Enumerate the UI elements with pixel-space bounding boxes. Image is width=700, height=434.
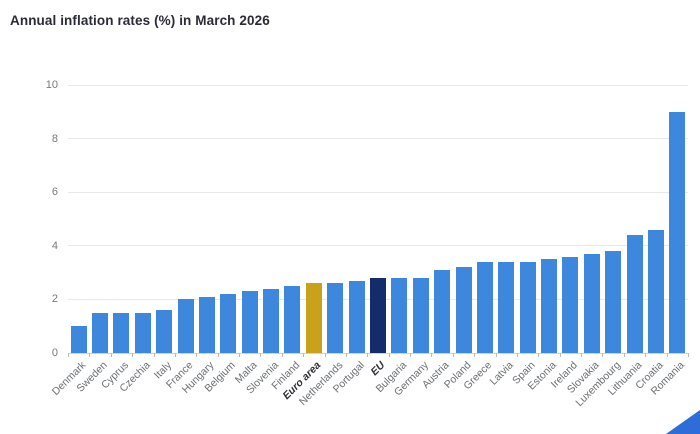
bar-euro-area[interactable] xyxy=(305,283,322,353)
x-axis-tick xyxy=(666,353,668,357)
x-axis-tick xyxy=(431,353,433,357)
x-axis-tick xyxy=(623,353,625,357)
bar-denmark[interactable] xyxy=(70,326,87,353)
y-axis-label-6: 6 xyxy=(51,186,58,199)
bar-france[interactable] xyxy=(177,299,194,353)
bar-estonia[interactable] xyxy=(541,259,558,353)
y-axis-label-4: 4 xyxy=(51,239,58,252)
x-axis-tick xyxy=(345,353,347,357)
bar-czechia[interactable] xyxy=(134,312,151,353)
bar-latvia[interactable] xyxy=(498,261,515,353)
chart-title: Annual inflation rates (%) in March 2026 xyxy=(10,13,270,28)
x-axis-tick xyxy=(474,353,476,357)
bar-finland[interactable] xyxy=(284,286,301,353)
x-axis-label-latvia: Latvia xyxy=(487,359,517,388)
x-axis-tick xyxy=(89,353,91,357)
x-axis-tick xyxy=(324,353,326,357)
plot-area xyxy=(68,84,689,357)
y-axis-label-2: 2 xyxy=(51,293,58,306)
bar-ireland[interactable] xyxy=(562,256,579,353)
floating-corner-button[interactable] xyxy=(666,410,700,434)
bar-malta[interactable] xyxy=(241,291,258,353)
bar-spain[interactable] xyxy=(519,261,536,353)
x-axis-tick xyxy=(516,353,518,357)
x-axis-tick xyxy=(196,353,198,357)
bar-romania[interactable] xyxy=(669,111,686,353)
x-axis-tick xyxy=(132,353,134,357)
bar-luxembourg[interactable] xyxy=(605,251,622,353)
x-axis-tick xyxy=(367,353,369,357)
bar-netherlands[interactable] xyxy=(327,283,344,353)
bar-slovakia[interactable] xyxy=(583,253,600,353)
x-axis-tick xyxy=(538,353,540,357)
x-axis-tick xyxy=(153,353,155,357)
y-axis-label-0: 0 xyxy=(51,347,58,359)
bar-eu[interactable] xyxy=(370,277,386,353)
gridline-y-10 xyxy=(68,84,688,86)
bar-lithuania[interactable] xyxy=(626,235,643,353)
bar-hungary[interactable] xyxy=(198,296,215,353)
x-axis-tick xyxy=(239,353,241,357)
bar-greece[interactable] xyxy=(476,261,493,353)
bar-portugal[interactable] xyxy=(348,280,365,353)
bar-italy[interactable] xyxy=(156,310,173,353)
x-axis-tick xyxy=(174,353,176,357)
x-axis-tick xyxy=(559,353,561,357)
bar-poland[interactable] xyxy=(455,267,472,353)
x-axis-tick xyxy=(68,353,69,357)
y-axis-label-8: 8 xyxy=(51,132,58,145)
bar-slovenia[interactable] xyxy=(263,288,280,353)
x-axis-tick xyxy=(688,353,689,357)
bar-germany[interactable] xyxy=(412,277,429,353)
bar-bulgaria[interactable] xyxy=(391,277,408,353)
x-axis-tick xyxy=(495,353,497,357)
gridline-y-8 xyxy=(68,138,688,140)
x-axis-tick xyxy=(410,353,412,357)
gridline-y-4 xyxy=(68,245,688,247)
x-axis-tick xyxy=(110,353,112,357)
x-axis-tick xyxy=(388,353,390,357)
x-axis-tick xyxy=(602,353,604,357)
gridline-y-6 xyxy=(68,191,688,193)
x-axis-tick xyxy=(581,353,583,357)
x-axis-tick xyxy=(303,353,305,357)
bar-croatia[interactable] xyxy=(647,229,664,353)
x-axis-tick xyxy=(281,353,283,357)
bar-cyprus[interactable] xyxy=(113,312,130,353)
bar-belgium[interactable] xyxy=(220,294,237,353)
y-axis-label-10: 10 xyxy=(45,79,58,91)
x-axis-tick xyxy=(217,353,219,357)
x-axis-tick xyxy=(645,353,647,357)
bar-austria[interactable] xyxy=(434,269,451,353)
bar-sweden[interactable] xyxy=(92,312,109,353)
x-axis-tick xyxy=(260,353,262,357)
x-axis-tick xyxy=(452,353,454,357)
